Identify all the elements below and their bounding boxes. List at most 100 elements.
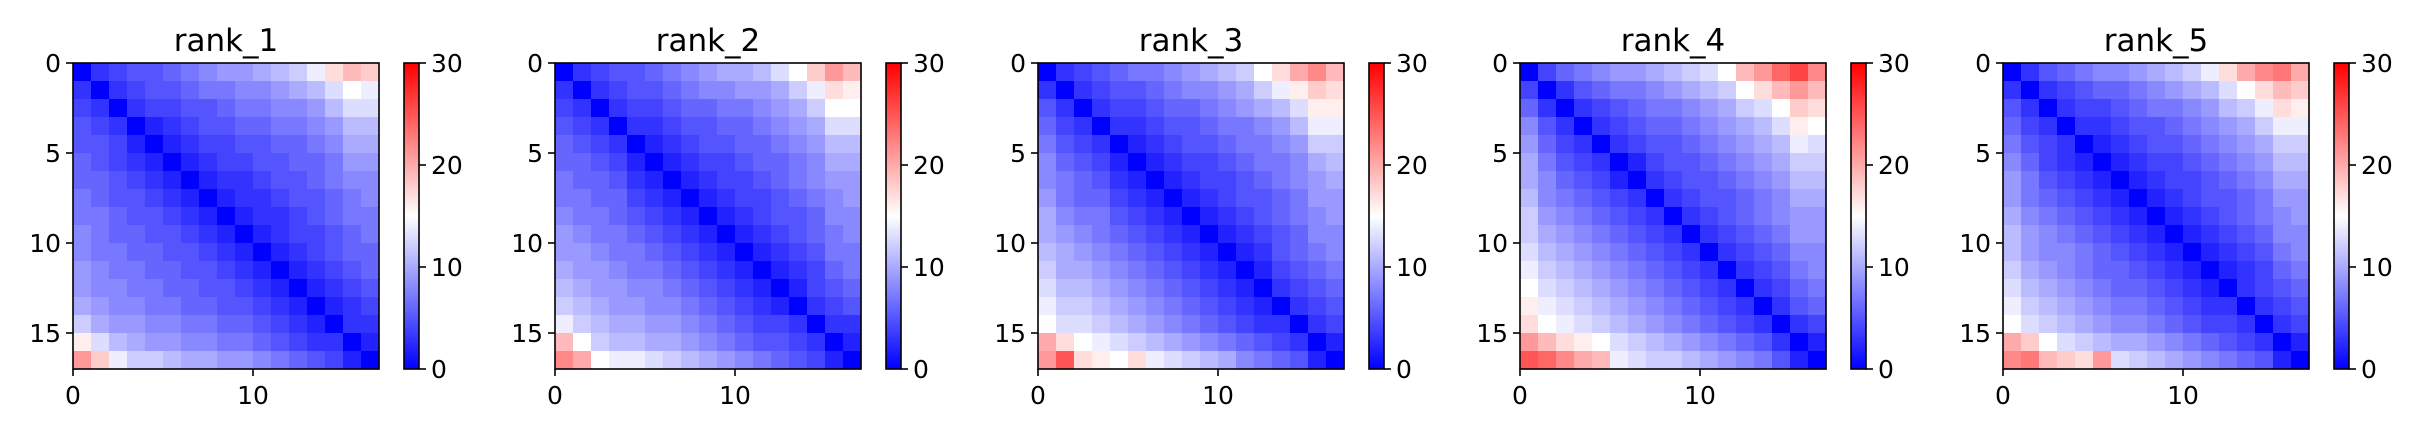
heatmap-cell bbox=[1790, 153, 1809, 172]
heatmap-cell bbox=[2165, 171, 2184, 190]
heatmap-cell bbox=[1218, 315, 1237, 334]
heatmap-cell bbox=[217, 297, 236, 316]
heatmap-cell bbox=[2075, 189, 2094, 208]
heatmap-cell bbox=[771, 225, 790, 244]
heatmap-cell bbox=[127, 63, 146, 82]
heatmap-cell bbox=[2165, 117, 2184, 136]
heatmap-cell bbox=[555, 117, 574, 136]
heatmap-cell bbox=[2255, 297, 2274, 316]
heatmap-cell bbox=[2273, 117, 2292, 136]
heatmap-cell bbox=[1110, 99, 1129, 118]
heatmap-cell bbox=[2273, 171, 2292, 190]
y-tick-label: 15 bbox=[29, 319, 61, 348]
heatmap-cell bbox=[825, 261, 844, 280]
heatmap-cell bbox=[2201, 351, 2220, 370]
heatmap-cell bbox=[199, 207, 218, 226]
colorbar-tick-label: 0 bbox=[1878, 355, 1894, 384]
heatmap-cell bbox=[1110, 243, 1129, 262]
heatmap-cell bbox=[2093, 315, 2112, 334]
heatmap-cell bbox=[843, 63, 862, 82]
heatmap-cell bbox=[2021, 153, 2040, 172]
heatmap-cell bbox=[1808, 153, 1827, 172]
heatmap-cell bbox=[2219, 315, 2238, 334]
heatmap-cell bbox=[1754, 207, 1773, 226]
heatmap-cell bbox=[627, 63, 646, 82]
heatmap-cell bbox=[217, 315, 236, 334]
heatmap-cell bbox=[271, 99, 290, 118]
heatmap-cell bbox=[591, 63, 610, 82]
heatmap-cell bbox=[1110, 153, 1129, 172]
heatmap-cell bbox=[145, 261, 164, 280]
heatmap-cell bbox=[1200, 297, 1219, 316]
heatmap-cell bbox=[699, 261, 718, 280]
heatmap-cell bbox=[235, 99, 254, 118]
heatmap-cell bbox=[109, 99, 128, 118]
heatmap-cell bbox=[1664, 243, 1683, 262]
heatmap-cell bbox=[2111, 351, 2130, 370]
heatmap-cell bbox=[555, 63, 574, 82]
heatmap-cell bbox=[789, 153, 808, 172]
heatmap-cell bbox=[163, 279, 182, 298]
heatmap-cell bbox=[573, 117, 592, 136]
heatmap-cell bbox=[217, 63, 236, 82]
heatmap-cell bbox=[1790, 207, 1809, 226]
heatmap-cell bbox=[1254, 261, 1273, 280]
heatmap-cell bbox=[2201, 243, 2220, 262]
heatmap-cell bbox=[2219, 297, 2238, 316]
heatmap-cell bbox=[1218, 135, 1237, 154]
heatmap-cell bbox=[1628, 81, 1647, 100]
heatmap-cell bbox=[1664, 99, 1683, 118]
heatmap-cell bbox=[555, 333, 574, 352]
heatmap-cell bbox=[2003, 243, 2022, 262]
heatmap-cell bbox=[1520, 333, 1539, 352]
heatmap-cell bbox=[555, 207, 574, 226]
heatmap-cell bbox=[235, 333, 254, 352]
heatmap-cell bbox=[1772, 189, 1791, 208]
heatmap-cell bbox=[1290, 189, 1309, 208]
heatmap-cell bbox=[1736, 261, 1755, 280]
heatmap-cell bbox=[2003, 261, 2022, 280]
heatmap-cell bbox=[271, 261, 290, 280]
heatmap-cell bbox=[2255, 225, 2274, 244]
x-tick-label: 0 bbox=[1512, 381, 1528, 410]
heatmap-cell bbox=[307, 135, 326, 154]
heatmap-cell bbox=[1164, 333, 1183, 352]
heatmap-cell bbox=[361, 225, 380, 244]
heatmap-cell bbox=[735, 297, 754, 316]
heatmap-cell bbox=[1254, 297, 1273, 316]
heatmap-cell bbox=[2021, 261, 2040, 280]
heatmap-cell bbox=[699, 315, 718, 334]
heatmap-cell bbox=[1146, 153, 1165, 172]
heatmap-cell bbox=[825, 81, 844, 100]
heatmap-cell bbox=[1718, 117, 1737, 136]
heatmap-cell bbox=[2165, 333, 2184, 352]
heatmap-cell bbox=[2219, 225, 2238, 244]
heatmap-cell bbox=[2111, 243, 2130, 262]
y-tick-label: 10 bbox=[1959, 229, 1991, 258]
heatmap-cell bbox=[127, 333, 146, 352]
heatmap-cell bbox=[1556, 189, 1575, 208]
heatmap-cell bbox=[771, 63, 790, 82]
heatmap-cell bbox=[361, 243, 380, 262]
heatmap-cell bbox=[2039, 153, 2058, 172]
heatmap-cell bbox=[2273, 351, 2292, 370]
heatmap-cell bbox=[1790, 315, 1809, 334]
heatmap-cell bbox=[235, 315, 254, 334]
heatmap-cell bbox=[1610, 207, 1629, 226]
heatmap-cell bbox=[1772, 81, 1791, 100]
heatmap-cell bbox=[825, 99, 844, 118]
heatmap-cell bbox=[1538, 333, 1557, 352]
heatmap-cell bbox=[1272, 189, 1291, 208]
heatmap-cell bbox=[645, 135, 664, 154]
heatmap-cell bbox=[199, 189, 218, 208]
heatmap-cell bbox=[2075, 333, 2094, 352]
heatmap-cell bbox=[1128, 315, 1147, 334]
heatmap-cell bbox=[825, 297, 844, 316]
heatmap-cell bbox=[2183, 117, 2202, 136]
heatmap-cell bbox=[235, 135, 254, 154]
heatmap-cell bbox=[271, 171, 290, 190]
heatmap-cell bbox=[699, 117, 718, 136]
heatmap-cell bbox=[1200, 333, 1219, 352]
